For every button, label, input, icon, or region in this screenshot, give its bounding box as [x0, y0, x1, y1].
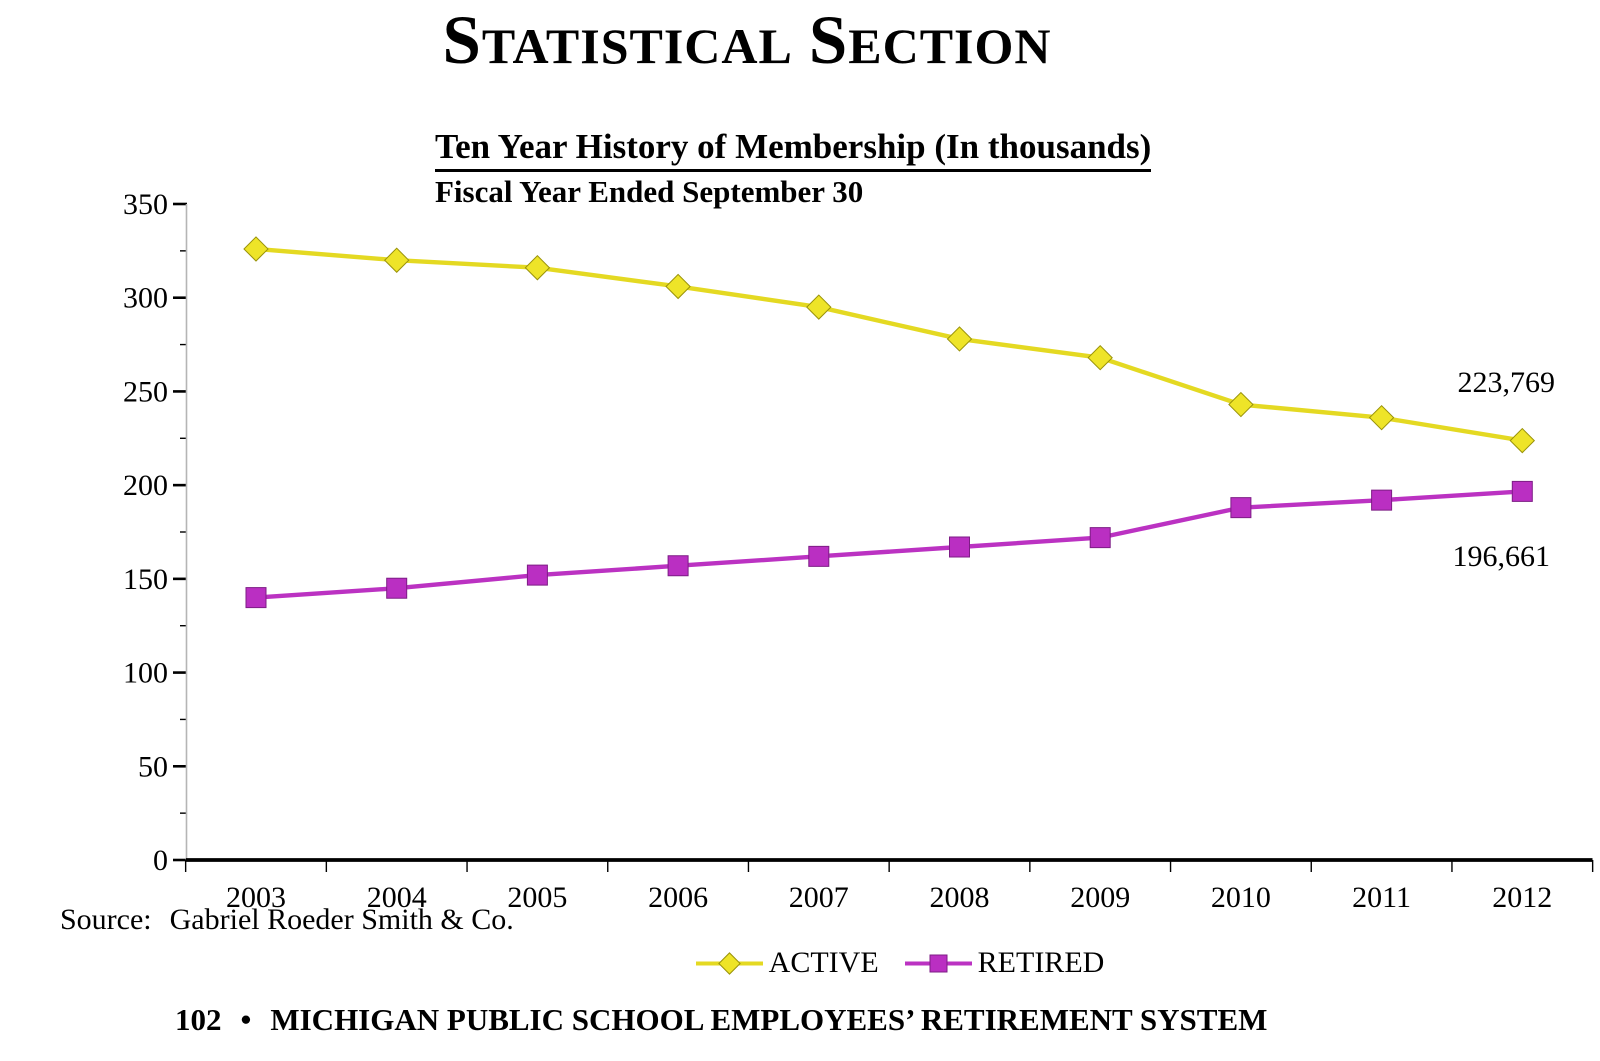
y-tick-label: 100	[123, 657, 168, 690]
x-tick-label: 2006	[648, 881, 708, 914]
retired-marker	[386, 577, 408, 599]
active-marker	[1509, 427, 1536, 454]
active-marker	[1228, 391, 1254, 418]
active-marker	[665, 273, 691, 300]
x-tick-label: 2003	[226, 881, 286, 914]
retired-marker	[949, 536, 970, 558]
retired-series-line	[255, 489, 1523, 600]
footer-page-number: 102	[175, 1002, 222, 1037]
x-tick-label: 2007	[789, 881, 849, 914]
active-marker	[243, 236, 269, 262]
x-tick-label: 2012	[1492, 881, 1552, 914]
active-marker	[383, 247, 410, 273]
active-marker	[524, 254, 551, 281]
active-end-value-label: 223,769	[1457, 366, 1556, 399]
retired-marker	[1511, 480, 1533, 502]
retired-marker	[245, 587, 267, 609]
page-title-initial-1: S	[442, 2, 482, 78]
source-line: Source: Gabriel Roeder Smith & Co.	[60, 903, 514, 937]
x-tick-label: 2005	[507, 881, 567, 914]
active-marker	[946, 326, 973, 352]
retired-marker	[667, 555, 689, 577]
active-marker	[806, 294, 832, 320]
retired-end-value-label: 196,661	[1452, 540, 1551, 573]
page-title-initial-2: S	[808, 2, 849, 78]
legend-retired-label: RETIRED	[977, 946, 1105, 979]
y-tick-label: 200	[123, 469, 168, 502]
y-tick-label: 350	[123, 188, 168, 221]
page-title: STATISTICAL SECTION	[0, 6, 1494, 75]
active-marker	[1368, 404, 1395, 431]
page-title-rest-1: TATISTICAL	[481, 18, 793, 74]
footer-text: MICHIGAN PUBLIC SCHOOL EMPLOYEES’ RETIRE…	[270, 1002, 1268, 1037]
retired-marker	[808, 545, 830, 567]
page-footer: 102 • MICHIGAN PUBLIC SCHOOL EMPLOYEES’ …	[175, 1002, 1267, 1038]
chart-title: Ten Year History of Membership (In thous…	[435, 127, 1152, 172]
x-tick-label: 2010	[1211, 881, 1271, 914]
retired-marker	[526, 564, 548, 586]
retired-marker	[1230, 497, 1252, 519]
legend-item-retired: RETIRED	[904, 946, 1105, 980]
active-marker	[1087, 344, 1113, 371]
retired-marker	[1089, 527, 1111, 549]
x-tick-label: 2009	[1070, 881, 1130, 914]
legend-retired-square-icon	[904, 954, 972, 972]
y-tick-label: 50	[138, 750, 168, 783]
x-tick-label: 2011	[1352, 881, 1411, 914]
legend: ACTIVE RETIRED	[640, 946, 1160, 980]
source-label: Source:	[60, 903, 152, 936]
legend-active-label: ACTIVE	[768, 946, 879, 979]
source-value: Gabriel Roeder Smith & Co.	[169, 903, 514, 936]
y-tick-label: 300	[123, 282, 168, 315]
page-title-rest-2: ECTION	[848, 18, 1052, 74]
footer-bullet-icon: •	[240, 1002, 252, 1037]
retired-marker	[1371, 489, 1393, 511]
legend-item-active: ACTIVE	[695, 946, 879, 980]
y-tick-label: 150	[123, 563, 168, 596]
chart-subtitle: Fiscal Year Ended September 30	[435, 174, 864, 209]
y-tick-label: 0	[153, 844, 168, 877]
active-series-line	[255, 246, 1523, 443]
x-tick-label: 2008	[930, 881, 990, 914]
y-tick-label: 250	[123, 375, 168, 408]
legend-active-diamond-icon	[695, 951, 763, 975]
x-tick-label: 2004	[367, 881, 427, 914]
